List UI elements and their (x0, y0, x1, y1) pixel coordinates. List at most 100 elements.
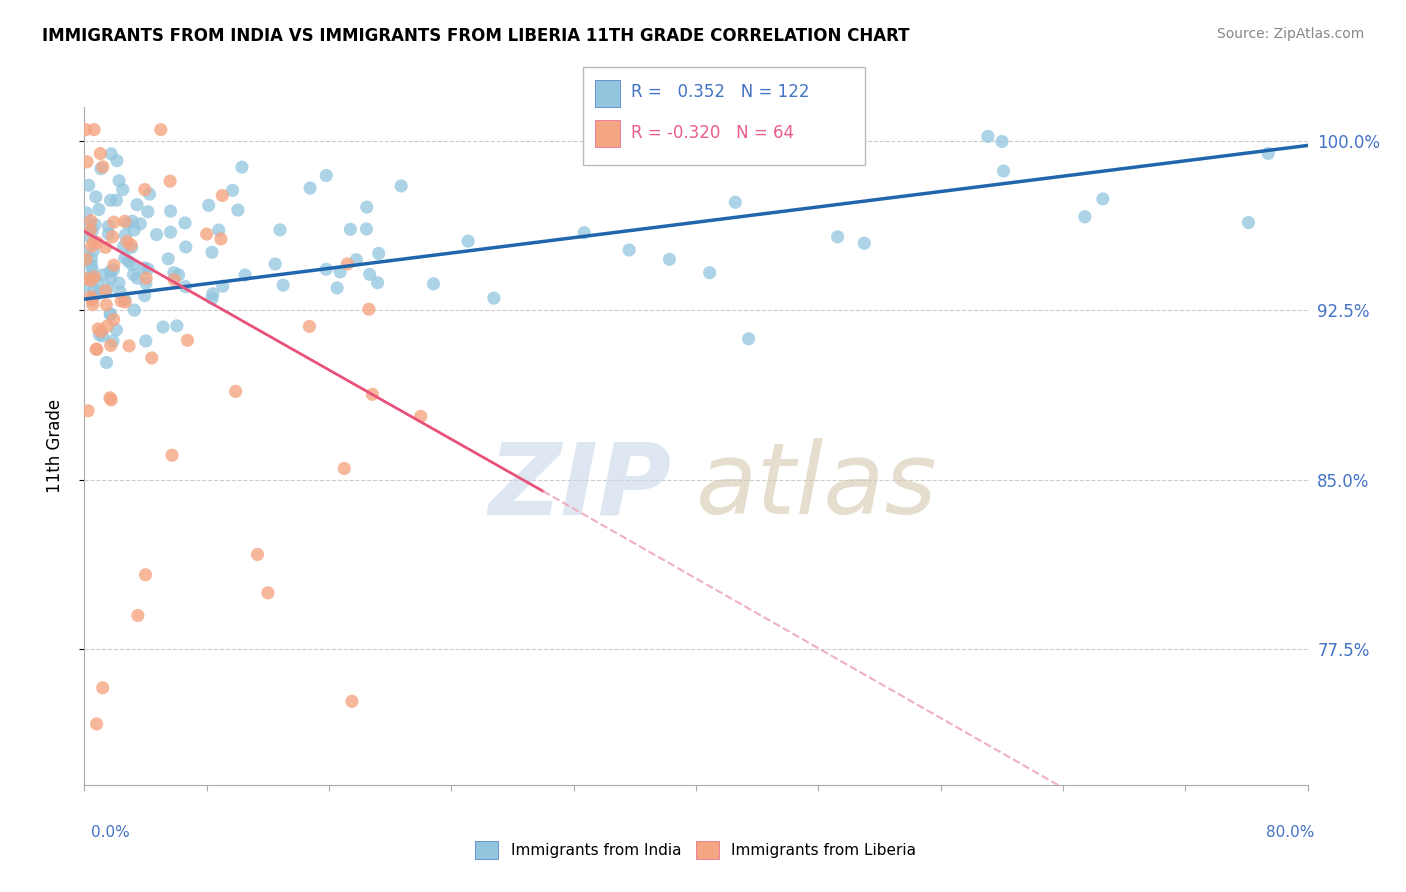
Point (114, 293, 136, 307)
Point (96, 319, 118, 334)
Point (108, 276, 131, 290)
Point (211, 188, 233, 202)
Point (124, 303, 146, 318)
Point (298, 319, 321, 334)
Point (75, 122, 97, 136)
Point (83, 269, 105, 284)
Point (1091, 192, 1114, 206)
Point (100, 194, 122, 208)
Point (120, 238, 142, 252)
Point (100, 271, 122, 285)
Point (226, 202, 249, 217)
Point (87, 202, 110, 217)
Point (84, 218, 107, 232)
Point (359, 268, 381, 282)
Point (152, 320, 174, 334)
Point (991, 135, 1014, 149)
Point (75, 279, 97, 293)
Point (80, 213, 103, 227)
Point (329, 265, 352, 279)
Point (326, 281, 349, 295)
Point (135, 334, 157, 348)
Point (100, 392, 122, 407)
Point (333, 461, 356, 475)
Point (83, 235, 105, 249)
Point (75, 247, 97, 261)
Point (257, 586, 280, 600)
Point (174, 216, 197, 230)
Point (246, 548, 269, 562)
Point (699, 266, 721, 280)
Point (149, 122, 172, 136)
Point (195, 227, 218, 241)
Point (83, 283, 105, 297)
Point (574, 226, 596, 240)
Point (993, 164, 1015, 178)
Point (129, 217, 152, 231)
Point (166, 318, 188, 333)
Point (87, 285, 110, 300)
Point (91, 681, 114, 695)
Point (135, 271, 157, 285)
Point (159, 204, 181, 219)
Point (269, 223, 291, 237)
Point (160, 448, 183, 462)
Point (145, 227, 167, 242)
Point (118, 254, 141, 268)
Point (122, 223, 145, 237)
Point (77, 403, 100, 417)
Point (97, 219, 120, 234)
Point (77, 228, 100, 243)
Point (90, 161, 112, 176)
Point (135, 567, 157, 582)
Point (80, 269, 103, 284)
Y-axis label: 11th Grade: 11th Grade (45, 399, 63, 493)
Point (209, 232, 232, 246)
Point (77, 178, 100, 193)
Point (98, 391, 121, 405)
Point (389, 178, 412, 193)
Point (135, 277, 157, 291)
Point (827, 229, 849, 244)
Point (686, 152, 709, 166)
Point (159, 174, 181, 188)
Point (356, 222, 378, 236)
Point (121, 258, 143, 272)
Point (422, 277, 444, 291)
Point (299, 181, 322, 195)
Point (83, 122, 105, 136)
Point (127, 271, 149, 285)
Point (87, 276, 110, 290)
Point (91, 268, 114, 282)
Point (79, 271, 101, 285)
Point (271, 278, 294, 293)
Point (82, 297, 104, 311)
Point (84, 190, 107, 204)
Point (89, 146, 111, 161)
Point (201, 291, 224, 305)
Text: R = -0.320   N = 64: R = -0.320 N = 64 (631, 124, 794, 142)
Point (134, 183, 156, 197)
Point (336, 257, 359, 271)
Point (176, 334, 198, 348)
Point (86, 235, 108, 250)
Point (163, 266, 186, 280)
Point (221, 183, 243, 197)
Point (80, 239, 103, 253)
Point (96, 355, 118, 369)
Point (75, 206, 97, 220)
Point (80, 290, 103, 304)
Point (197, 198, 219, 212)
Point (94, 284, 117, 298)
Point (108, 174, 131, 188)
Point (174, 279, 197, 293)
Point (114, 251, 136, 265)
Point (977, 129, 1000, 144)
Point (87, 322, 110, 336)
Point (97, 227, 120, 241)
Point (82, 224, 104, 238)
Point (103, 263, 125, 277)
Point (101, 229, 124, 244)
Point (105, 193, 128, 207)
Point (1257, 146, 1279, 161)
